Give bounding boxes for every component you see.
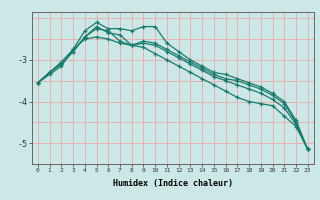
X-axis label: Humidex (Indice chaleur): Humidex (Indice chaleur) bbox=[113, 179, 233, 188]
